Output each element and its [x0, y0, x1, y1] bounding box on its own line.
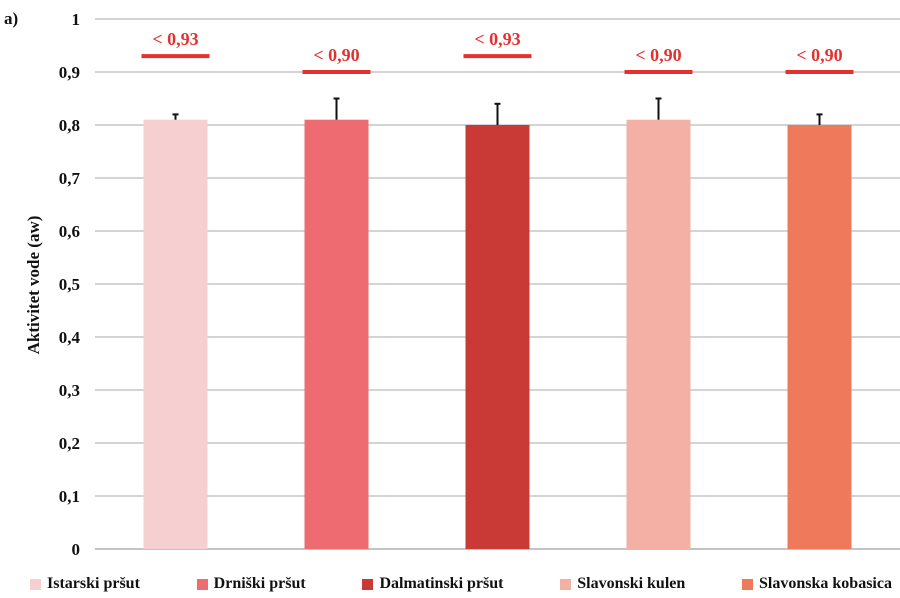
legend-swatch	[560, 578, 572, 590]
y-tick-label: 0,8	[59, 116, 80, 135]
bar	[143, 119, 208, 549]
y-tick-label: 0,3	[59, 381, 80, 400]
legend-swatch	[196, 578, 208, 590]
legend-item: Dalmatinski pršut	[362, 575, 503, 593]
y-tick-label: 0	[72, 540, 81, 559]
y-axis-label: Aktivitet vode (aw)	[24, 216, 43, 355]
legend-label: Slavonska kobasica	[759, 575, 892, 592]
bar	[626, 119, 691, 549]
legend-swatch	[362, 578, 374, 590]
legend-item: Slavonski kulen	[560, 575, 685, 593]
bars	[143, 119, 852, 549]
y-tick-label: 0,7	[59, 169, 81, 188]
error-bars	[172, 97, 823, 125]
y-tick-label: 1	[72, 10, 81, 29]
limit-label: < 0,90	[796, 45, 842, 65]
legend-label: Istarski pršut	[47, 575, 140, 592]
y-tick-label: 0,5	[59, 275, 80, 294]
y-tick-label: 0,4	[59, 328, 81, 347]
legend: Istarski pršut Drniški pršut Dalmatinski p…	[0, 572, 900, 596]
y-tick-label: 0,1	[59, 487, 80, 506]
panel-label: a)	[4, 9, 18, 28]
limit-label: < 0,90	[635, 45, 681, 65]
limit-label: < 0,93	[152, 29, 198, 49]
legend-label: Dalmatinski pršut	[379, 575, 504, 592]
legend-item: Slavonska kobasica	[742, 575, 892, 593]
y-tick-label: 0,9	[59, 63, 80, 82]
bar	[304, 119, 369, 549]
y-tick-labels: 0 0,1 0,2 0,3 0,4 0,5 0,6 0,7 0,8 0,9 1	[59, 10, 81, 559]
limit-label: < 0,90	[313, 45, 359, 65]
legend-swatch	[742, 578, 754, 590]
legend-item: Drniški pršut	[196, 575, 306, 593]
limit-label: < 0,93	[474, 29, 520, 49]
limit-markers: < 0,93 < 0,90 < 0,93 < 0,90 < 0,90	[141, 29, 854, 74]
legend-item: Istarski pršut	[30, 575, 140, 593]
legend-label: Slavonski kulen	[577, 575, 686, 592]
bar	[465, 125, 530, 549]
legend-label: Drniški pršut	[213, 575, 306, 592]
bar	[787, 125, 852, 549]
bar-chart: a) 0 0,1 0,2 0,3 0,4 0,5 0,6 0,7 0,8 0,9 1 Aktivit…	[4, 9, 900, 559]
legend-swatch	[30, 578, 41, 590]
y-tick-label: 0,2	[59, 434, 80, 453]
y-tick-label: 0,6	[59, 222, 80, 241]
